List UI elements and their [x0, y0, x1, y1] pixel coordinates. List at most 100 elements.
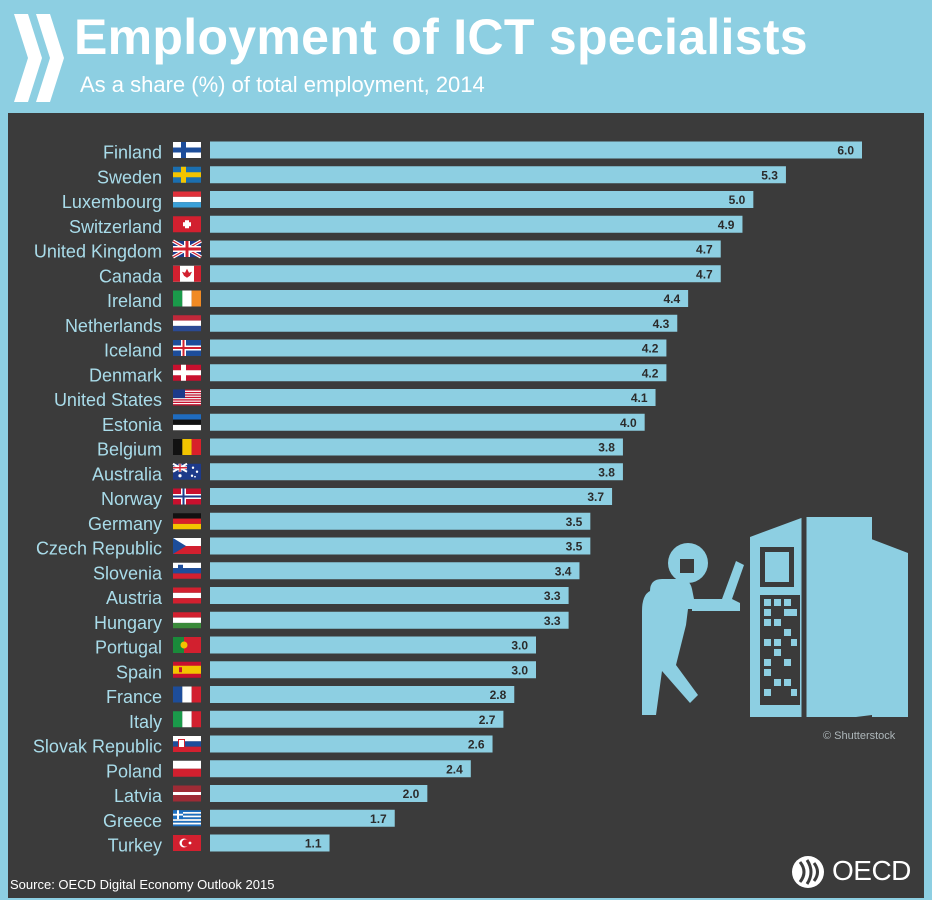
- category-label: France: [106, 687, 162, 707]
- chart-row-spain: Spain 3.0: [116, 661, 536, 682]
- oecd-brand: OECD: [832, 855, 911, 886]
- value-label: 6.0: [837, 144, 854, 158]
- chart-row-austria: Austria 3.3: [106, 587, 569, 608]
- value-label: 4.9: [718, 218, 735, 232]
- flag-gb-icon: [172, 239, 202, 259]
- value-label: 4.0: [620, 416, 637, 430]
- category-label: Germany: [88, 514, 162, 534]
- category-label: Sweden: [97, 167, 162, 187]
- chart-row-switzerland: Switzerland 4.9: [69, 215, 743, 237]
- chart-row-ireland: Ireland 4.4: [107, 290, 689, 311]
- chart-row-latvia: Latvia 2.0: [114, 785, 428, 806]
- value-label: 4.2: [642, 342, 659, 356]
- category-label: Greece: [103, 811, 162, 831]
- flag-si-icon: [173, 562, 201, 579]
- bar: [210, 290, 689, 307]
- bar: [210, 834, 330, 852]
- category-label: Latvia: [114, 786, 163, 806]
- image-credit: © Shutterstock: [823, 730, 896, 742]
- flag-ca-icon: [173, 265, 201, 282]
- category-label: Slovenia: [93, 563, 163, 583]
- value-label: 3.7: [587, 490, 604, 504]
- category-label: Turkey: [108, 836, 162, 856]
- bar: [210, 587, 569, 604]
- chart-row-united-states: United States 4.1: [54, 389, 656, 410]
- value-label: 2.0: [403, 787, 420, 801]
- flag-cz-icon: [173, 538, 201, 554]
- category-label: Iceland: [104, 341, 162, 361]
- source-note: Source: OECD Digital Economy Outlook 201…: [10, 877, 275, 892]
- flag-tr-icon: [173, 835, 201, 851]
- category-label: Switzerland: [69, 217, 162, 237]
- value-label: 2.6: [468, 738, 485, 752]
- flag-fr-icon: [173, 686, 201, 703]
- page-subtitle: As a share (%) of total employment, 2014: [80, 72, 485, 97]
- value-label: 1.7: [370, 812, 387, 826]
- bar: [210, 562, 580, 580]
- value-label: 2.8: [490, 688, 507, 702]
- bar: [210, 141, 862, 159]
- flag-hu-icon: [173, 612, 201, 629]
- category-label: Portugal: [95, 638, 162, 658]
- category-label: Ireland: [107, 291, 162, 311]
- value-label: 3.8: [598, 441, 615, 455]
- flag-ch-icon: [173, 216, 201, 233]
- person-computer-illustration: [642, 517, 908, 717]
- chart-row-italy: Italy 2.7: [129, 710, 504, 732]
- flag-se-icon: [173, 166, 201, 183]
- flag-dk-icon: [173, 364, 201, 381]
- bar: [210, 339, 667, 357]
- value-label: 4.4: [663, 292, 680, 306]
- bar: [210, 389, 656, 406]
- bar: [210, 438, 623, 456]
- category-label: Italy: [129, 712, 162, 732]
- chart-row-netherlands: Netherlands 4.3: [65, 314, 678, 336]
- value-label: 3.0: [511, 639, 528, 653]
- chart-row-germany: Germany 3.5: [88, 512, 591, 534]
- page-title: Employment of ICT specialists: [74, 9, 808, 65]
- flag-ie-icon: [173, 290, 201, 307]
- category-label: Estonia: [102, 415, 163, 435]
- chart-row-norway: Norway 3.7: [101, 488, 613, 509]
- value-label: 3.3: [544, 589, 561, 603]
- bar: [210, 364, 667, 382]
- value-label: 2.7: [479, 713, 496, 727]
- flag-de-icon: [173, 513, 201, 530]
- chart-row-turkey: Turkey 1.1: [108, 834, 330, 856]
- bar: [210, 686, 515, 703]
- chart-row-belgium: Belgium 3.8: [97, 438, 623, 460]
- value-label: 1.1: [305, 837, 322, 851]
- chart-row-australia: Australia 3.8: [92, 462, 623, 484]
- value-label: 4.1: [631, 391, 648, 405]
- category-label: Finland: [103, 143, 162, 163]
- chart-row-sweden: Sweden 5.3: [97, 166, 786, 187]
- flag-it-icon: [173, 711, 201, 728]
- flag-lv-icon: [173, 785, 201, 802]
- bar: [210, 512, 591, 530]
- bar: [210, 735, 493, 753]
- bar: [210, 463, 623, 481]
- chart-row-hungary: Hungary 3.3: [94, 611, 569, 633]
- value-label: 5.3: [761, 168, 778, 182]
- chart-row-slovenia: Slovenia 3.4: [93, 562, 580, 583]
- chart-row-luxembourg: Luxembourg 5.0: [62, 191, 754, 212]
- category-label: Austria: [106, 588, 163, 608]
- bar: [210, 661, 536, 679]
- category-label: Canada: [99, 266, 163, 286]
- category-label: Belgium: [97, 440, 162, 460]
- value-label: 5.0: [729, 193, 746, 207]
- flag-at-icon: [173, 587, 201, 604]
- chart-row-poland: Poland 2.4: [106, 760, 471, 781]
- category-label: Denmark: [89, 365, 163, 385]
- bar: [210, 314, 678, 332]
- bar: [210, 760, 471, 778]
- oecd-chevron-icon: [14, 14, 64, 102]
- value-label: 4.2: [642, 366, 659, 380]
- value-label: 3.5: [566, 540, 583, 554]
- bar: [210, 537, 591, 555]
- flag-au-icon: [172, 462, 201, 480]
- chart-row-czech-republic: Czech Republic 3.5: [36, 537, 591, 559]
- category-label: Spain: [116, 662, 162, 682]
- chart-row-iceland: Iceland 4.2: [104, 339, 667, 361]
